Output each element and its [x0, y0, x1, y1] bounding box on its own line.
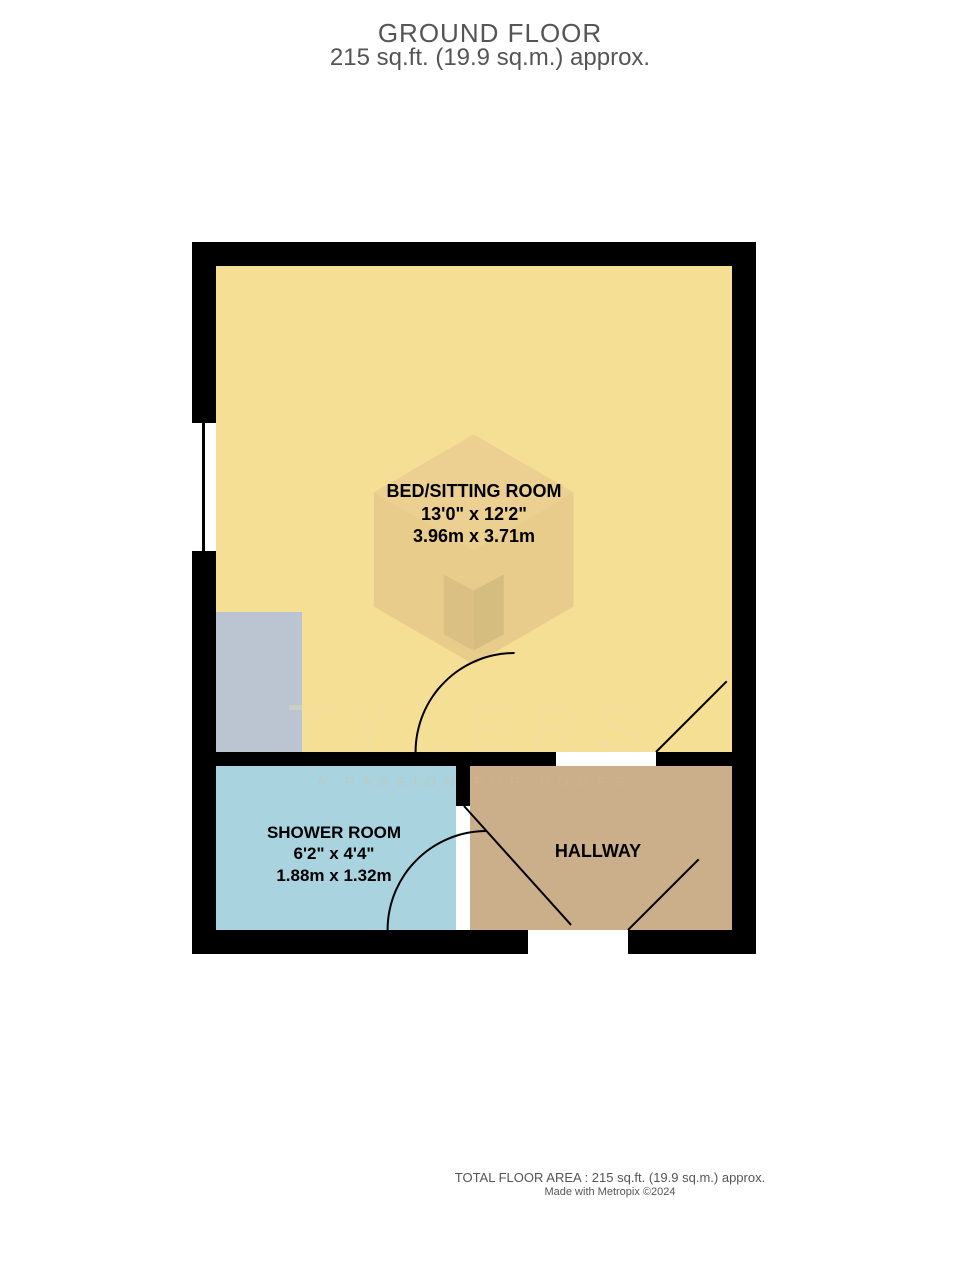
wall-inner-h-left — [216, 752, 556, 766]
label-bed-sitting-name: BED/SITTING ROOM — [324, 480, 624, 503]
label-shower-metric: 1.88m x 1.32m — [214, 865, 454, 886]
label-bed-sitting-metric: 3.96m x 3.71m — [324, 525, 624, 548]
label-shower-name: SHOWER ROOM — [214, 822, 454, 843]
label-hallway: HALLWAY — [488, 840, 708, 863]
floor-plan: TYLERS A PASSION FOR HOMES BED/SITTING R… — [192, 242, 756, 954]
label-hallway-name: HALLWAY — [488, 840, 708, 863]
wall-outer-left — [192, 242, 216, 954]
floor-subtitle: 215 sq.ft. (19.9 sq.m.) approx. — [0, 44, 980, 72]
wall-outer-bottom-right — [628, 930, 756, 954]
wall-inner-v-stub — [456, 766, 470, 806]
label-bed-sitting-imperial: 13'0" x 12'2" — [324, 503, 624, 526]
window-left — [192, 420, 216, 554]
wall-inner-h-right — [656, 752, 732, 766]
footer-total-area: TOTAL FLOOR AREA : 215 sq.ft. (19.9 sq.m… — [0, 1170, 980, 1185]
label-shower-imperial: 6'2" x 4'4" — [214, 843, 454, 864]
label-shower: SHOWER ROOM 6'2" x 4'4" 1.88m x 1.32m — [214, 822, 454, 886]
wall-outer-right — [732, 242, 756, 954]
kitchenette-counter — [216, 612, 302, 752]
footer-credit: Made with Metropix ©2024 — [0, 1186, 980, 1198]
label-bed-sitting: BED/SITTING ROOM 13'0" x 12'2" 3.96m x 3… — [324, 480, 624, 548]
wall-outer-top — [192, 242, 756, 266]
wall-outer-bottom-left — [192, 930, 528, 954]
